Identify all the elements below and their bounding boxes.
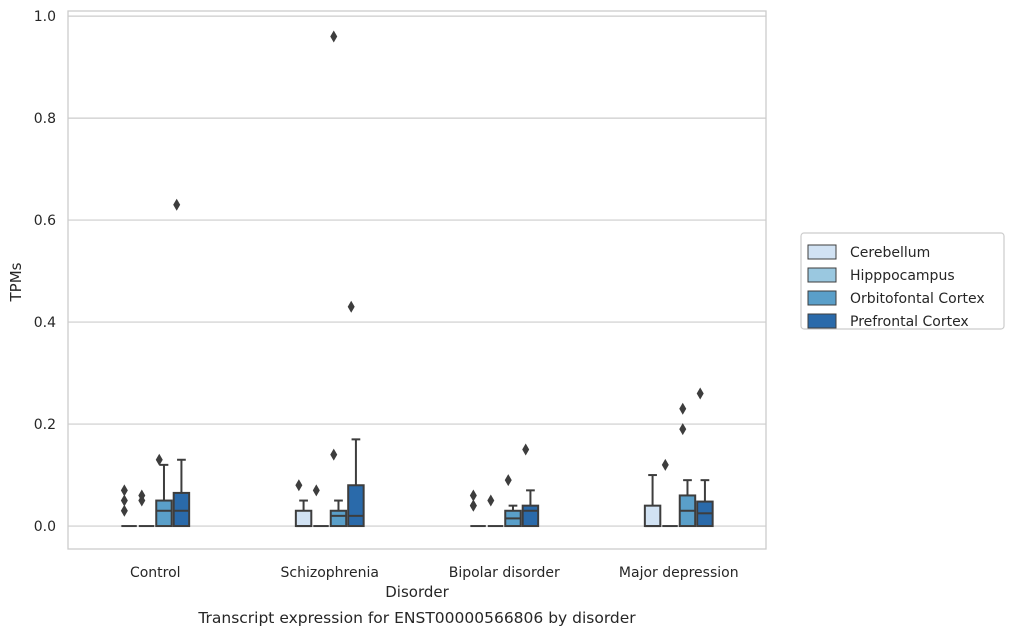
- legend-frame: [800, 232, 1005, 330]
- chart-caption: Transcript expression for ENST0000056680…: [197, 609, 636, 627]
- box-body: [294, 509, 313, 528]
- outlier-marker: [173, 198, 181, 211]
- x-tick-label: Major depression: [619, 565, 739, 581]
- box-hipppocampus: [661, 458, 678, 528]
- y-tick-label: 0.2: [34, 417, 56, 433]
- x-tick-labels: Control Schizophrenia Bipolar disorder Majo…: [130, 565, 739, 581]
- outlier-marker: [155, 453, 163, 466]
- box-prefrontal-cortex: [172, 198, 191, 528]
- outlier-marker: [120, 484, 128, 497]
- outlier-marker: [347, 300, 355, 313]
- y-tick-label: 1.0: [34, 9, 56, 25]
- outlier-marker: [696, 387, 704, 400]
- box-hipppocampus: [138, 489, 155, 528]
- box-body: [172, 491, 191, 528]
- box-prefrontal-cortex: [521, 443, 540, 528]
- box-hipppocampus: [487, 494, 504, 528]
- box-orbitofontal-cortex: [329, 30, 348, 528]
- legend-entry: Orbitofontal Cortex: [850, 291, 985, 307]
- box-body: [347, 484, 365, 528]
- plot-frame: [67, 10, 767, 550]
- box-cerebellum: [643, 474, 662, 528]
- box-orbitofontal-cortex: [678, 402, 697, 528]
- box-hipppocampus: [312, 484, 329, 528]
- y-tick-label: 0.8: [34, 111, 56, 127]
- legend-swatch: [807, 313, 837, 329]
- x-tick-label: Schizophrenia: [281, 565, 379, 581]
- x-tick-label: Bipolar disorder: [449, 565, 560, 581]
- outlier-marker: [330, 448, 338, 461]
- x-axis-label: Disorder: [385, 583, 449, 601]
- outlier-marker: [295, 479, 303, 492]
- outlier-marker: [120, 504, 128, 517]
- y-tick-labels: 0.0 0.2 0.4 0.6 0.8 1.0: [34, 9, 56, 535]
- box-prefrontal-cortex: [347, 300, 365, 528]
- outlier-marker: [469, 489, 477, 502]
- outlier-marker: [679, 402, 687, 415]
- box-prefrontal-cortex: [696, 387, 714, 528]
- outlier-marker: [487, 494, 495, 507]
- legend-swatch: [807, 267, 837, 283]
- legend-entry: Hipppocampus: [850, 268, 955, 284]
- legend: Cerebellum Hipppocampus Orbitofontal Corte…: [800, 232, 1005, 330]
- box-cerebellum: [120, 484, 137, 528]
- outlier-marker: [312, 484, 320, 497]
- legend-swatch: [807, 244, 837, 260]
- outlier-marker: [661, 458, 669, 471]
- legend-swatch: [807, 290, 837, 306]
- outlier-marker: [138, 489, 146, 502]
- box-body: [643, 504, 662, 528]
- x-tick-label: Control: [130, 565, 181, 581]
- box-orbitofontal-cortex: [504, 474, 522, 528]
- legend-entry: Prefrontal Cortex: [850, 314, 969, 330]
- box-groups: [120, 30, 714, 528]
- grid-lines: [68, 15, 766, 527]
- y-axis-label: TPMs: [7, 262, 25, 302]
- outlier-marker: [120, 494, 128, 507]
- box-body: [155, 499, 173, 528]
- outlier-marker: [330, 30, 338, 43]
- box-cerebellum: [294, 479, 313, 528]
- outlier-marker: [504, 474, 512, 487]
- y-tick-label: 0.0: [34, 519, 56, 535]
- box-body: [521, 504, 540, 528]
- legend-entry: Cerebellum: [850, 245, 930, 261]
- outlier-marker: [679, 423, 687, 436]
- box-cerebellum: [469, 489, 486, 528]
- y-tick-label: 0.6: [34, 213, 56, 229]
- outlier-marker: [469, 499, 477, 512]
- outlier-marker: [522, 443, 530, 456]
- box-body: [329, 509, 348, 528]
- box-orbitofontal-cortex: [155, 453, 173, 528]
- y-tick-label: 0.4: [34, 315, 56, 331]
